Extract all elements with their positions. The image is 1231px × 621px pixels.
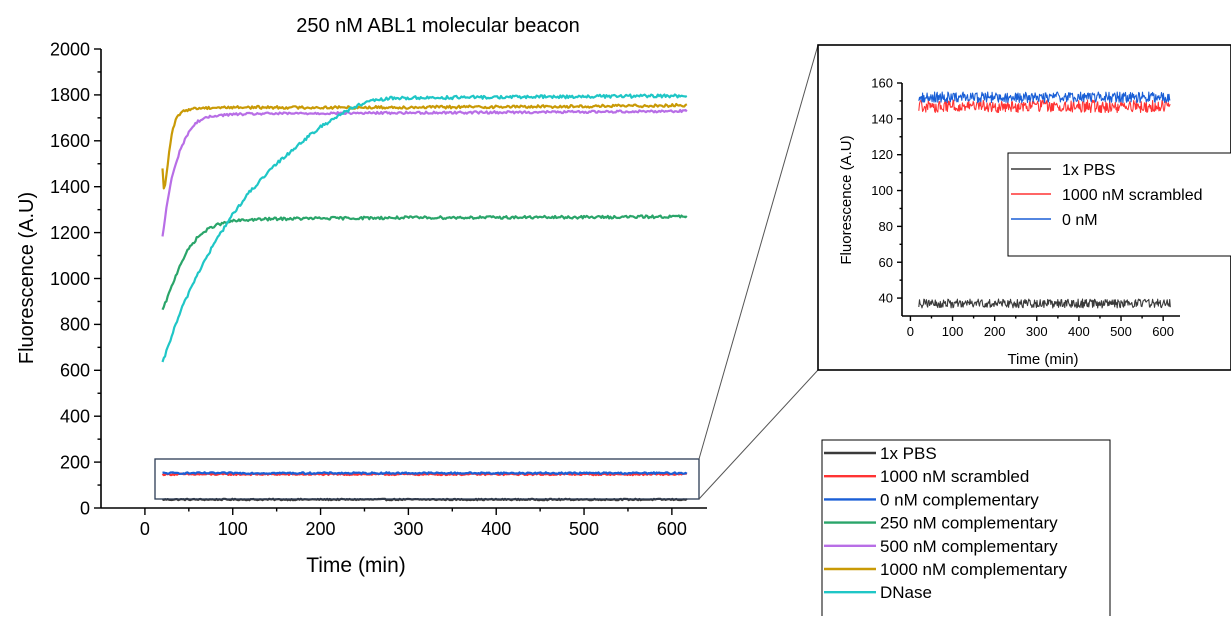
main-x-tick-label: 400	[481, 519, 511, 539]
main-x-tick-label: 300	[393, 519, 423, 539]
main-chart: 250 nM ABL1 molecular beacon Time (min) …	[16, 15, 707, 577]
main-x-tick-label: 200	[306, 519, 336, 539]
main-x-axis-label: Time (min)	[306, 554, 406, 577]
zoom-connector-top	[698, 44, 819, 460]
inset-x-tick-label: 300	[1026, 324, 1048, 339]
inset-series-line	[918, 298, 1171, 309]
inset-y-tick-label: 120	[871, 147, 893, 162]
main-y-tick-label: 400	[60, 407, 90, 427]
main-y-tick-label: 1800	[50, 85, 90, 105]
main-y-ticks: 0 200 400 600 800 1000 1200 1400 1600 1800 2000	[50, 39, 101, 518]
main-legend-label: 500 nM complementary	[880, 537, 1058, 556]
main-x-tick-label: 600	[657, 519, 687, 539]
main-x-tick-label: 0	[140, 519, 150, 539]
inset-x-tick-label: 400	[1068, 324, 1090, 339]
zoom-connector-bottom	[698, 369, 819, 500]
inset-legend-box	[1007, 152, 1231, 257]
main-y-tick-label: 2000	[50, 39, 90, 59]
inset-y-tick-label: 60	[879, 255, 893, 270]
main-x-tick-label: 100	[218, 519, 248, 539]
inset-x-tick-label: 0	[907, 324, 914, 339]
inset-x-tick-label: 200	[984, 324, 1006, 339]
inset-x-tick-label: 600	[1152, 324, 1174, 339]
inset-legend-label: 1x PBS	[1062, 162, 1115, 179]
main-legend-label: 250 nM complementary	[880, 514, 1058, 533]
inset-chart: Time (min) Fluorescence (A.U) 40 60 80 100 1…	[817, 44, 1231, 371]
inset-y-tick-label: 140	[871, 111, 893, 126]
main-legend-label: 1x PBS	[880, 444, 937, 463]
inset-x-tick-label: 500	[1110, 324, 1132, 339]
main-legend-label: 1000 nM scrambled	[880, 467, 1029, 486]
inset-x-ticks: 0 100 200 300 400 500 600	[907, 316, 1174, 339]
inset-legend: 1x PBS 1000 nM scrambled 0 nM	[1011, 162, 1203, 229]
inset-plot-lines	[918, 91, 1171, 309]
main-legend-label: DNase	[880, 583, 932, 602]
inset-x-tick-label: 100	[942, 324, 964, 339]
main-y-tick-label: 600	[60, 361, 90, 381]
main-y-tick-label: 0	[80, 498, 90, 518]
inset-y-ticks: 40 60 80 100 120 140 160	[871, 76, 902, 306]
main-plot-lines	[161, 93, 688, 502]
main-x-tick-label: 500	[569, 519, 599, 539]
inset-y-tick-label: 100	[871, 183, 893, 198]
main-legend-label: 1000 nM complementary	[880, 560, 1068, 579]
main-y-tick-label: 1600	[50, 131, 90, 151]
inset-y-axis-label: Fluorescence (A.U)	[838, 135, 855, 264]
main-x-ticks: 0 100 200 300 400 500 600	[140, 508, 687, 539]
zoom-region-box	[154, 458, 700, 500]
main-series-line	[161, 93, 688, 363]
main-series-line	[161, 108, 688, 237]
main-legend-label: 0 nM complementary	[880, 490, 1039, 509]
inset-y-tick-label: 80	[879, 219, 893, 234]
main-y-tick-label: 1200	[50, 223, 90, 243]
main-y-tick-label: 800	[60, 315, 90, 335]
main-y-tick-label: 1000	[50, 269, 90, 289]
main-chart-title: 250 nM ABL1 molecular beacon	[296, 15, 580, 37]
main-series-line	[162, 471, 688, 475]
main-legend-box	[821, 439, 1111, 621]
inset-y-tick-label: 40	[879, 291, 893, 306]
main-y-tick-label: 200	[60, 452, 90, 472]
main-series-line	[161, 102, 688, 190]
inset-x-axis-label: Time (min)	[1007, 351, 1078, 368]
main-series-line	[161, 214, 688, 311]
main-y-axis-label: Fluorescence (A.U)	[16, 192, 38, 364]
main-y-tick-label: 1400	[50, 177, 90, 197]
inset-y-tick-label: 160	[871, 76, 893, 91]
inset-legend-label: 1000 nM scrambled	[1062, 187, 1203, 204]
main-legend: 1x PBS 1000 nM scrambled 0 nM complementar…	[821, 439, 1111, 621]
inset-series-line	[918, 91, 1171, 104]
inset-legend-label: 0 nM	[1062, 212, 1098, 229]
